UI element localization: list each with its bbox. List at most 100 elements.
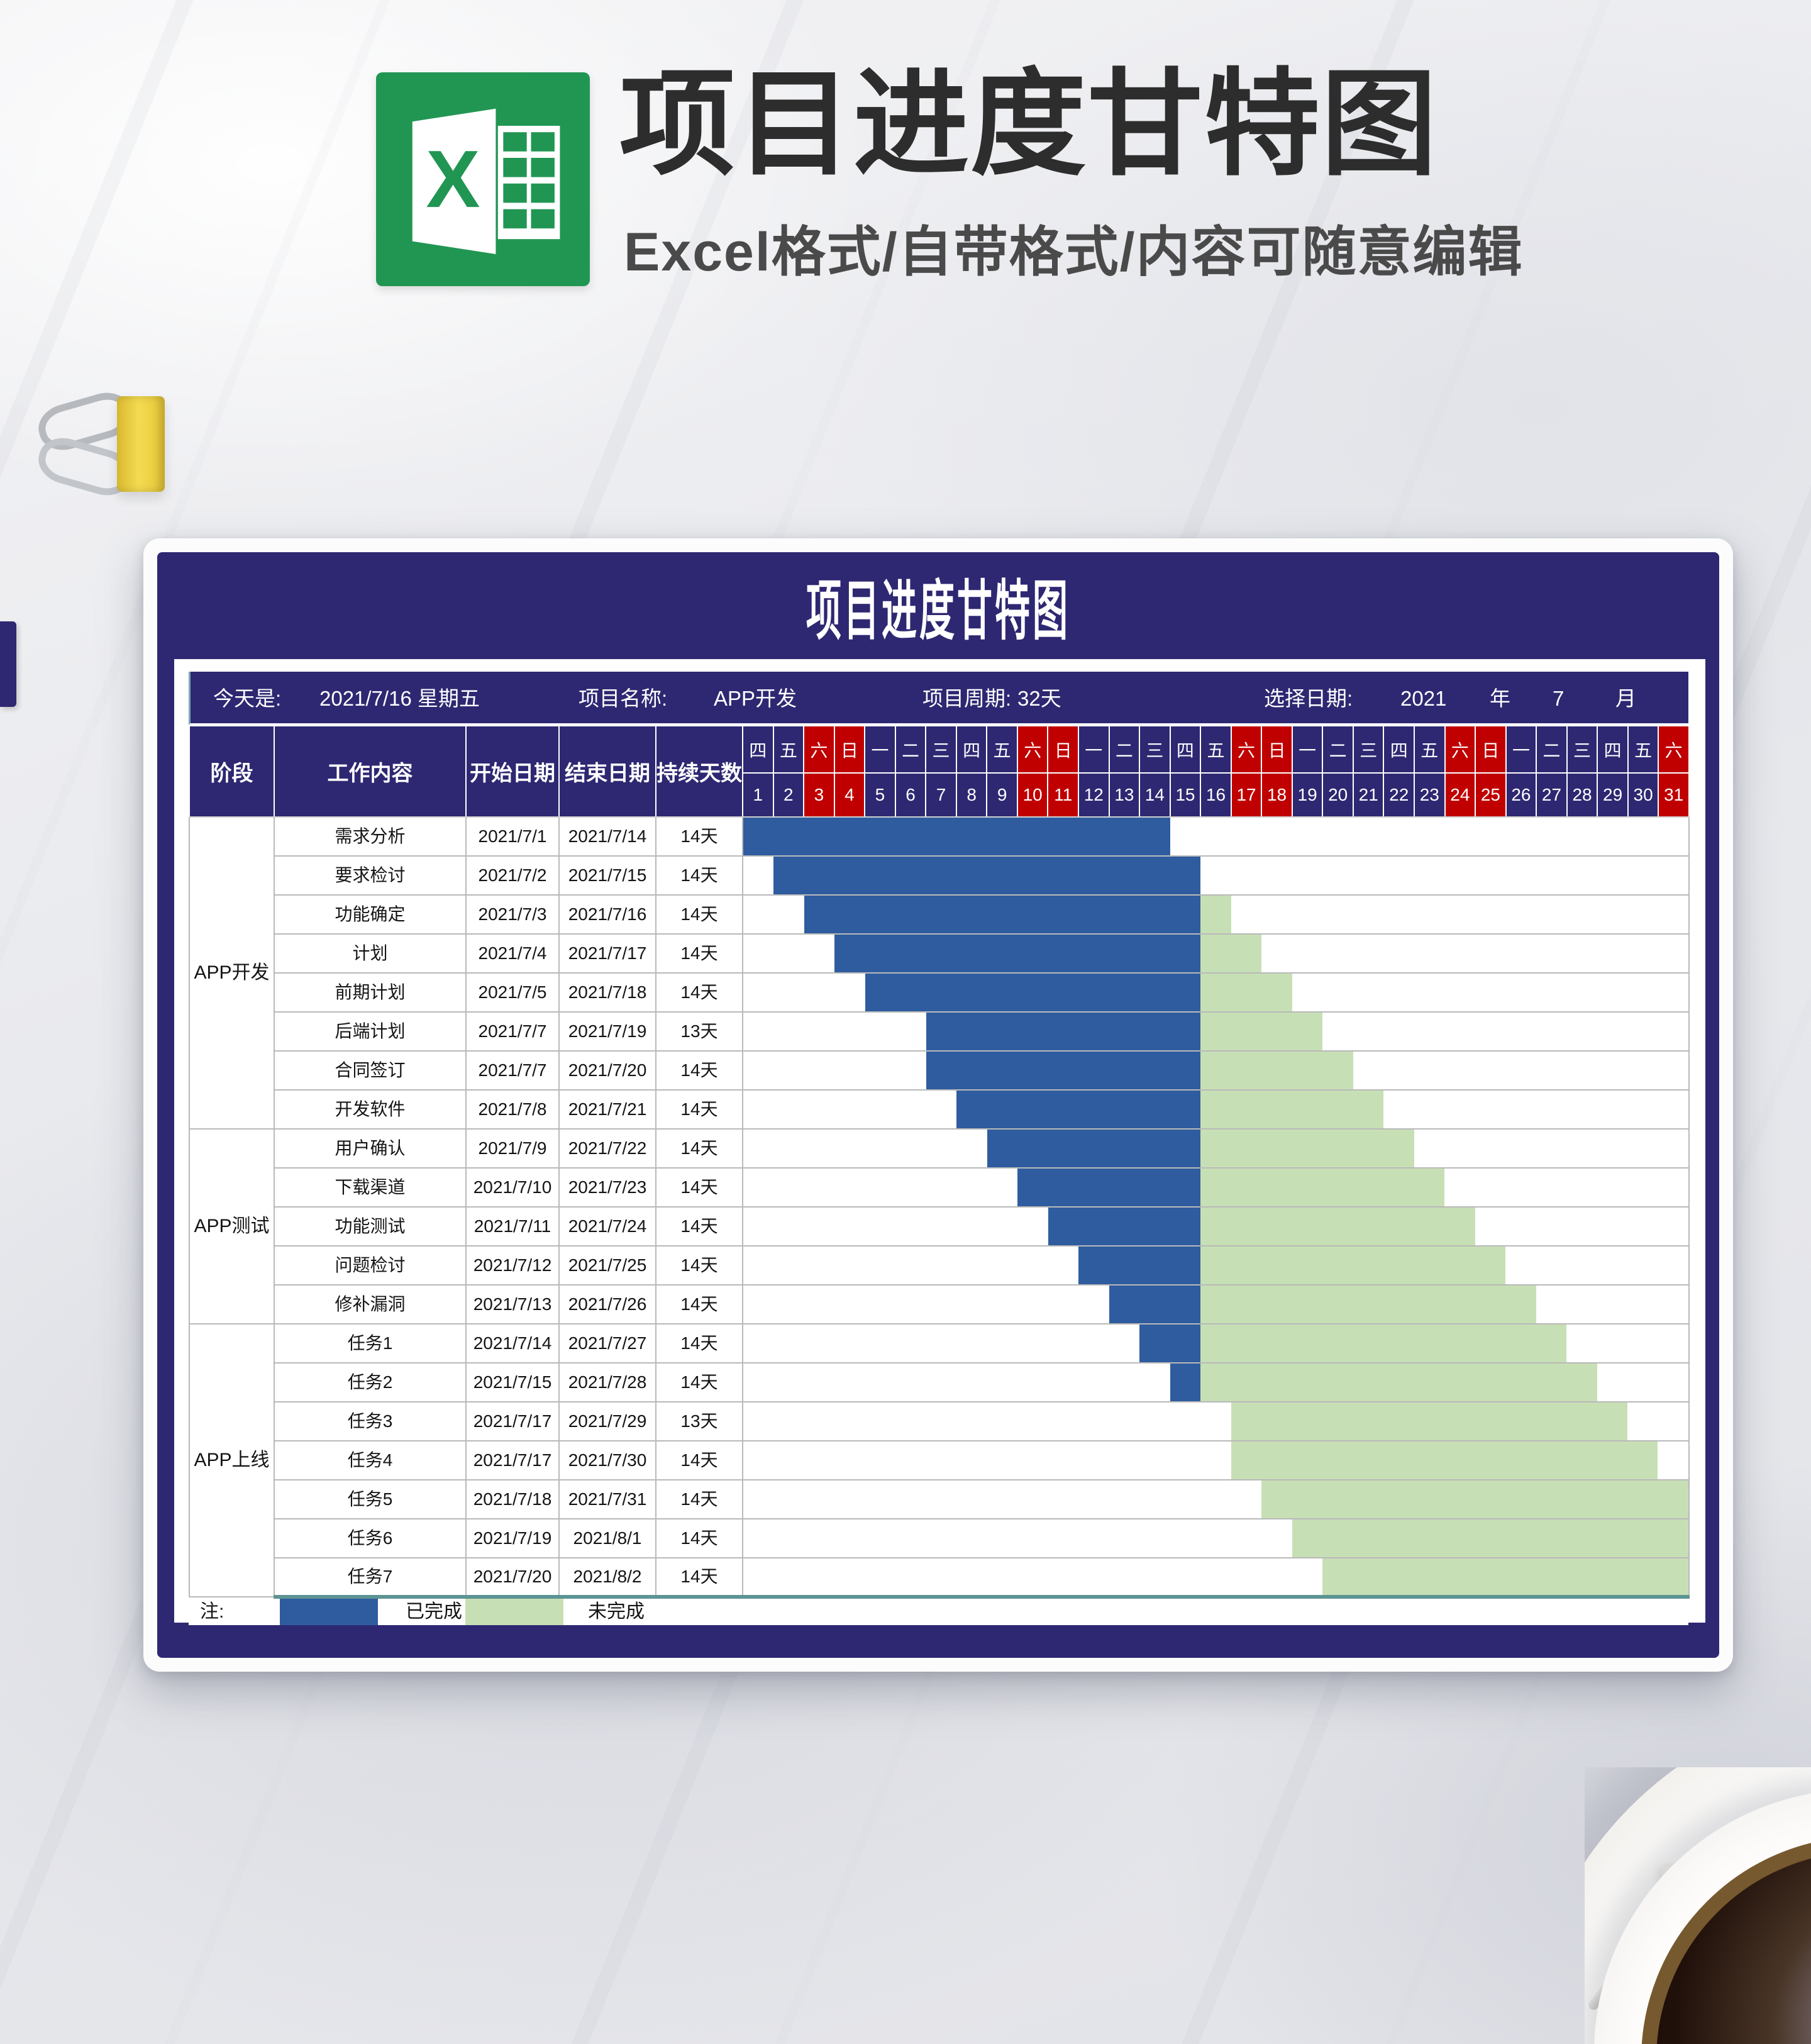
- duration-cell: 14天: [655, 933, 743, 974]
- start-date-cell: 2021/7/18: [465, 1479, 560, 1519]
- duration-cell: 14天: [655, 1518, 743, 1558]
- pick-month-value: 7: [1553, 687, 1565, 710]
- weekday-cell: 五: [986, 725, 1018, 774]
- end-date-cell: 2021/7/27: [558, 1323, 656, 1364]
- duration-cell: 14天: [655, 1206, 743, 1247]
- weekday-cell: 六: [803, 725, 835, 774]
- weekday-cell: 三: [1352, 725, 1385, 774]
- weekday-cell: 三: [925, 725, 957, 774]
- column-header-end: 结束日期: [558, 725, 656, 818]
- start-date-cell: 2021/7/20: [465, 1557, 560, 1599]
- end-date-cell: 2021/7/21: [558, 1089, 656, 1130]
- task-name-cell: 合同签订: [274, 1050, 467, 1091]
- page-title: 项目进度甘特图: [619, 59, 1439, 189]
- excel-grid-cells: [503, 132, 555, 229]
- today-label: 今天是:: [213, 687, 282, 710]
- table-row: 下载渠道 2021/7/10 2021/7/23 14天: [189, 1167, 1690, 1208]
- end-date-cell: 2021/8/2: [558, 1557, 656, 1599]
- day-number-cell: 7: [925, 772, 957, 818]
- gantt-bar-todo: [1200, 1169, 1445, 1206]
- weekday-cell: 六: [1230, 725, 1263, 774]
- gantt-cell: [742, 1323, 1690, 1364]
- duration-cell: 14天: [655, 894, 743, 935]
- project-period-label: 项目周期:: [922, 687, 1012, 710]
- weekday-cell: 三: [1139, 725, 1171, 774]
- end-date-cell: 2021/7/26: [558, 1284, 656, 1325]
- gantt-cell: [742, 1206, 1690, 1247]
- info-row: 今天是: 2021/7/16 星期五 项目名称: APP开发 项目周期: 32天…: [189, 672, 1688, 725]
- duration-cell: 14天: [655, 1245, 743, 1286]
- end-date-cell: 2021/7/22: [558, 1128, 656, 1169]
- start-date-cell: 2021/7/15: [465, 1362, 560, 1402]
- column-header-phase: 阶段: [189, 725, 275, 818]
- weekday-cell: 五: [772, 725, 805, 774]
- start-date-cell: 2021/7/17: [465, 1401, 560, 1441]
- day-number-cell: 29: [1597, 772, 1629, 818]
- calendar-day-number-row: 1 2 3 4 5 6 7 8 9 10 11 12 13 14 15 16 17 18 19 20 21 22 23 24 2…: [189, 772, 1690, 818]
- table-row: APP测试 用户确认 2021/7/9 2021/7/22 14天: [189, 1128, 1690, 1325]
- gantt-bar-todo: [1200, 1325, 1567, 1362]
- gantt-bar-todo: [1200, 1052, 1353, 1089]
- end-date-cell: 2021/7/28: [558, 1362, 656, 1402]
- weekday-cell: 五: [1414, 725, 1446, 774]
- duration-cell: 14天: [655, 816, 743, 857]
- task-name-cell: 要求检讨: [274, 855, 467, 896]
- gantt-cell: [742, 1284, 1690, 1325]
- day-number-cell: 3: [803, 772, 835, 818]
- start-date-cell: 2021/7/17: [465, 1440, 560, 1480]
- task-name-cell: 任务5: [274, 1479, 467, 1519]
- duration-cell: 14天: [655, 1284, 743, 1325]
- weekday-cell: 四: [955, 725, 988, 774]
- task-name-cell: 任务7: [274, 1557, 467, 1599]
- duration-cell: 13天: [655, 1401, 743, 1441]
- day-number-cell: 15: [1169, 772, 1202, 818]
- day-number-cell: 13: [1108, 772, 1141, 818]
- start-date-cell: 2021/7/2: [465, 855, 560, 896]
- gantt-cell: [742, 816, 1690, 857]
- gantt-cell: [742, 894, 1690, 935]
- gantt-cell: [742, 1362, 1690, 1402]
- day-number-cell: 25: [1475, 772, 1507, 818]
- start-date-cell: 2021/7/13: [465, 1284, 560, 1325]
- task-name-cell: 任务3: [274, 1401, 467, 1441]
- duration-cell: 14天: [655, 1440, 743, 1480]
- day-number-cell: 23: [1414, 772, 1446, 818]
- day-number-cell: 20: [1322, 772, 1354, 818]
- gantt-bar-todo: [1261, 1480, 1688, 1518]
- gantt-bar-done: [834, 935, 1201, 972]
- gantt-bar-todo: [1200, 935, 1262, 972]
- table-row: 任务3 2021/7/17 2021/7/29 13天: [189, 1401, 1690, 1441]
- gantt-bar-done: [956, 1091, 1201, 1128]
- table-row: 任务6 2021/7/19 2021/8/1 14天: [189, 1518, 1690, 1558]
- gantt-bar-done: [865, 974, 1201, 1011]
- weekday-cell: 五: [1627, 725, 1659, 774]
- start-date-cell: 2021/7/9: [465, 1128, 560, 1169]
- gantt-table: 阶段 工作内容 开始日期 结束日期 持续天数 四五六日一二三四五六日一二三四五六…: [189, 725, 1690, 1599]
- duration-cell: 14天: [655, 855, 743, 896]
- weekday-cell: 四: [1383, 725, 1415, 774]
- table-row: 问题检讨 2021/7/12 2021/7/25 14天: [189, 1245, 1690, 1286]
- table-row: 任务5 2021/7/18 2021/7/31 14天: [189, 1479, 1690, 1519]
- day-number-cell: 8: [955, 772, 988, 818]
- start-date-cell: 2021/7/19: [465, 1518, 560, 1558]
- table-row: 任务2 2021/7/15 2021/7/28 14天: [189, 1362, 1690, 1402]
- start-date-cell: 2021/7/3: [465, 894, 560, 935]
- weekday-cell: 四: [1597, 725, 1629, 774]
- weekday-cell: 六: [1444, 725, 1476, 774]
- pick-year-value: 2021: [1400, 687, 1447, 710]
- task-name-cell: 任务2: [274, 1362, 467, 1402]
- gantt-bar-done: [1109, 1286, 1201, 1323]
- day-number-cell: 30: [1627, 772, 1659, 818]
- day-number-cell: 10: [1016, 772, 1049, 818]
- day-number-cell: 17: [1230, 772, 1263, 818]
- table-row: 功能测试 2021/7/11 2021/7/24 14天: [189, 1206, 1690, 1247]
- pick-month-unit: 月: [1615, 687, 1636, 710]
- day-number-cell: 26: [1505, 772, 1537, 818]
- start-date-cell: 2021/7/8: [465, 1089, 560, 1130]
- end-date-cell: 2021/8/1: [558, 1518, 656, 1558]
- gantt-cell: [742, 1050, 1690, 1091]
- gantt-bar-todo: [1200, 1208, 1475, 1245]
- gantt-bar-done: [1078, 1247, 1201, 1284]
- day-number-cell: 28: [1566, 772, 1598, 818]
- gantt-bar-done: [804, 896, 1201, 933]
